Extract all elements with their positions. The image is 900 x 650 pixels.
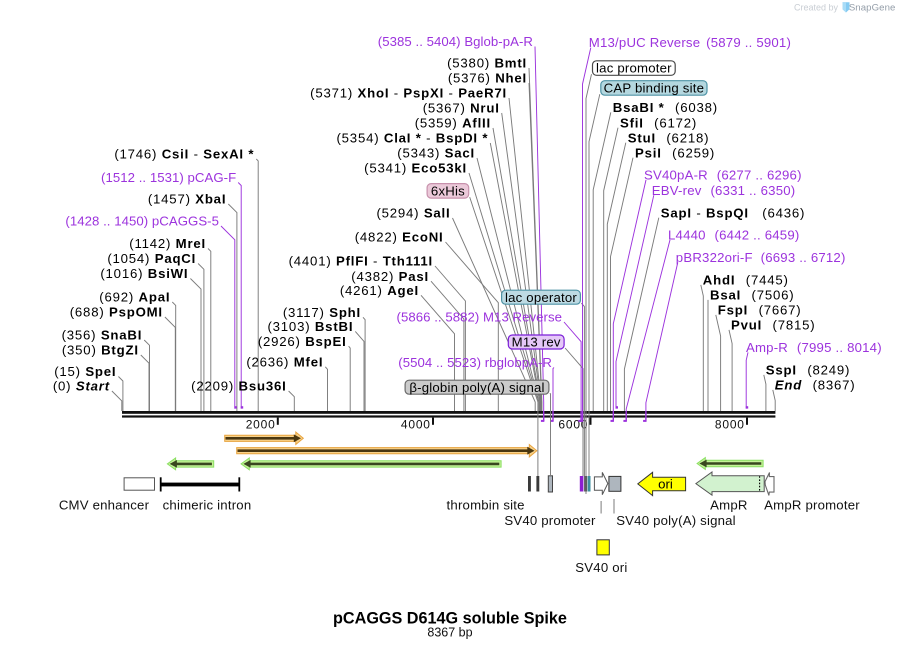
svg-text:(350) BtgZI: (350) BtgZI	[62, 343, 139, 358]
svg-text:(5371) XhoI - PspXI - PaeR7: (5371) XhoI - PspXI - PaeR7I	[310, 86, 507, 101]
svg-text:(5367) NruI: (5367) NruI	[423, 101, 500, 116]
svg-text:AmpR promoter: AmpR promoter	[764, 498, 860, 513]
svg-text:(5866 .. 5882) M13 Reverse: (5866 .. 5882) M13 Reverse	[397, 310, 563, 325]
svg-text:pBR322ori-F (6693 .. 6712): pBR322ori-F (6693 .. 6712)	[676, 250, 846, 265]
svg-text:6xHis: 6xHis	[431, 183, 465, 198]
svg-text:BsaI (7506): BsaI (7506)	[710, 288, 794, 303]
svg-text:(1016) BsiWI: (1016) BsiWI	[100, 266, 188, 281]
svg-text:SspI (8249): SspI (8249)	[766, 363, 850, 378]
svg-text:SV40pA-R (6277 .. 6296): SV40pA-R (6277 .. 6296)	[644, 168, 802, 183]
svg-text:(3117) SphI: (3117) SphI	[283, 305, 361, 320]
svg-text:Created by: Created by	[794, 2, 839, 12]
svg-text:(4261) AgeI: (4261) AgeI	[340, 283, 419, 298]
svg-text:PsiI (6259): PsiI (6259)	[635, 145, 715, 160]
svg-text:StuI (6218): StuI (6218)	[628, 130, 710, 145]
svg-text:SV40 promoter: SV40 promoter	[504, 513, 596, 528]
svg-text:End (8367): End (8367)	[775, 378, 856, 393]
svg-text:(2209) Bsu36I: (2209) Bsu36I	[191, 379, 286, 394]
svg-text:(1512 .. 1531) pCAG-F: (1512 .. 1531) pCAG-F	[101, 170, 236, 185]
svg-text:thrombin site: thrombin site	[447, 498, 525, 513]
svg-text:(4382) PasI: (4382) PasI	[351, 269, 429, 284]
svg-text:8000: 8000	[715, 417, 745, 431]
svg-text:SV40 ori: SV40 ori	[575, 560, 627, 575]
svg-text:(688) PspOMI: (688) PspOMI	[70, 305, 163, 320]
svg-text:EBV-rev (6331 .. 6350): EBV-rev (6331 .. 6350)	[652, 183, 796, 198]
svg-text:(5380) BmtI: (5380) BmtI	[447, 56, 527, 71]
svg-text:FspI (7667): FspI (7667)	[718, 303, 802, 318]
svg-text:AmpR: AmpR	[710, 498, 747, 513]
svg-text:(1428 .. 1450) pCAGGS-5: (1428 .. 1450) pCAGGS-5	[65, 214, 219, 229]
svg-text:(5504 .. 5523) rbglobpA-R: (5504 .. 5523) rbglobpA-R	[398, 355, 552, 370]
svg-text:AhdI (7445): AhdI (7445)	[703, 273, 789, 288]
svg-text:pCAGGS D614G soluble Spike: pCAGGS D614G soluble Spike	[333, 610, 567, 628]
svg-text:SV40 poly(A) signal: SV40 poly(A) signal	[616, 513, 736, 528]
svg-text:(1142) MreI: (1142) MreI	[129, 236, 206, 251]
svg-text:CAP binding site: CAP binding site	[604, 81, 704, 96]
svg-text:SnapGene: SnapGene	[849, 3, 896, 14]
svg-text:(5341) Eco53kI: (5341) Eco53kI	[364, 161, 467, 176]
svg-text:lac promoter: lac promoter	[596, 61, 672, 76]
svg-text:SfiI (6172): SfiI (6172)	[620, 115, 697, 130]
svg-text:8367 bp: 8367 bp	[427, 626, 472, 640]
svg-text:(15) SpeI: (15) SpeI	[54, 364, 116, 379]
svg-text:PvuI (7815): PvuI (7815)	[731, 318, 815, 333]
svg-text:lac operator: lac operator	[505, 290, 577, 305]
svg-text:(0) Start: (0) Start	[53, 379, 110, 394]
svg-text:(5294) SalI: (5294) SalI	[376, 206, 450, 221]
svg-text:SapI - BspQI (6436): SapI - BspQI (6436)	[661, 205, 805, 220]
svg-text:(356) SnaBI: (356) SnaBI	[62, 328, 143, 343]
svg-text:2000: 2000	[246, 417, 276, 431]
svg-text:(1054) PaqCI: (1054) PaqCI	[107, 251, 196, 266]
svg-text:(3103) BstBI: (3103) BstBI	[267, 319, 353, 334]
svg-text:chimeric intron: chimeric intron	[163, 498, 252, 513]
svg-text:(5385 .. 5404) Bglob-pA-R: (5385 .. 5404) Bglob-pA-R	[378, 34, 533, 49]
svg-text:4000: 4000	[401, 417, 431, 431]
svg-text:L4440 (6442 .. 6459): L4440 (6442 .. 6459)	[668, 228, 799, 243]
svg-text:(1746) CsiI - SexAI *: (1746) CsiI - SexAI *	[114, 147, 254, 162]
svg-text:(4401) PflFI - Tth111I: (4401) PflFI - Tth111I	[289, 254, 433, 269]
svg-text:β-globin poly(A) signal: β-globin poly(A) signal	[409, 380, 544, 395]
svg-text:(4822) EcoNI: (4822) EcoNI	[355, 230, 444, 245]
svg-text:BsaBI * (6038): BsaBI * (6038)	[613, 100, 718, 115]
svg-text:(5376) NheI: (5376) NheI	[448, 71, 527, 86]
svg-text:(5359) AflII: (5359) AflII	[415, 116, 491, 131]
svg-text:(2926) BspEI: (2926) BspEI	[258, 334, 347, 349]
svg-text:(5343) SacI: (5343) SacI	[397, 146, 475, 161]
svg-text:M13/pUC Reverse (5879 .. 5901): M13/pUC Reverse (5879 .. 5901)	[589, 35, 791, 50]
svg-text:(2636) MfeI: (2636) MfeI	[246, 354, 323, 369]
svg-text:Amp-R (7995 .. 8014): Amp-R (7995 .. 8014)	[746, 340, 882, 355]
svg-text:CMV enhancer: CMV enhancer	[59, 498, 150, 513]
svg-text:ori: ori	[658, 477, 673, 492]
svg-text:(692) ApaI: (692) ApaI	[99, 290, 170, 305]
svg-text:M13 rev: M13 rev	[512, 335, 561, 350]
svg-text:(5354) ClaI * - BspDI *: (5354) ClaI * - BspDI *	[336, 131, 488, 146]
svg-text:(1457) XbaI: (1457) XbaI	[148, 192, 226, 207]
svg-text:6000: 6000	[558, 417, 588, 431]
